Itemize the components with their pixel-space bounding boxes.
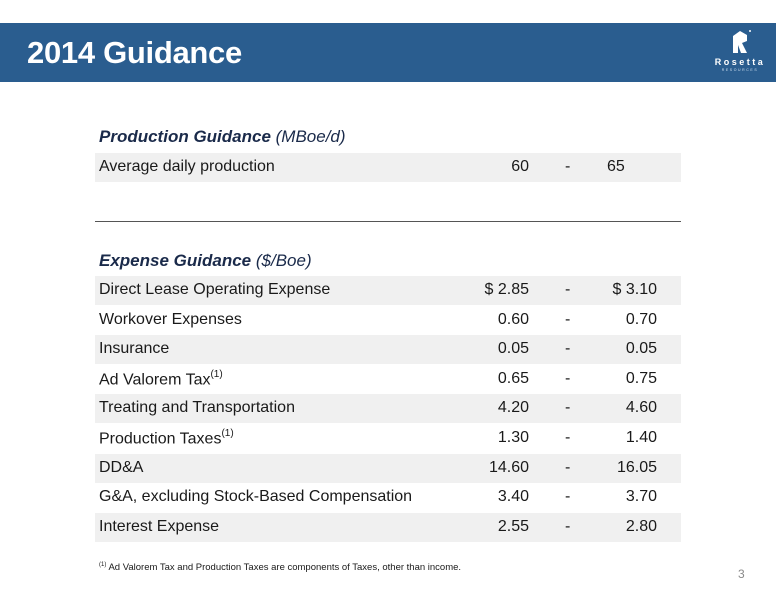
- table-row: Treating and Transportation 4.20 - 4.60: [95, 394, 681, 424]
- table-row-average-daily-production: Average daily production 60 - 65: [95, 153, 681, 182]
- production-guidance-title: Production Guidance (MBoe/d): [99, 127, 346, 147]
- row-label: G&A, excluding Stock-Based Compensation: [99, 488, 412, 506]
- footnote: (1) Ad Valorem Tax and Production Taxes …: [99, 562, 461, 573]
- row-label: Direct Lease Operating Expense: [99, 281, 330, 299]
- row-low-value: 2.55: [497, 517, 529, 535]
- row-dash: -: [565, 158, 571, 175]
- expense-guidance-title: Expense Guidance ($/Boe): [99, 251, 312, 271]
- row-low-value: 14.60: [488, 458, 529, 476]
- row-label-text: Ad Valorem Tax: [99, 371, 211, 389]
- row-high-value: 16.05: [616, 458, 657, 476]
- row-label-footnote-marker: (1): [221, 428, 234, 439]
- rosetta-logo: Rosetta RESOURCES: [710, 27, 770, 77]
- table-row: Direct Lease Operating Expense $ 2.85 - $ 3…: [95, 276, 681, 305]
- row-dash: -: [565, 399, 571, 417]
- row-label-text: Production Taxes: [99, 430, 222, 448]
- table-row: Insurance 0.05 - 0.05: [95, 335, 681, 365]
- row-low-value: 4.20: [497, 399, 529, 417]
- row-low-value: 3.40: [497, 488, 529, 506]
- table-row: Interest Expense 2.55 - 2.80: [95, 512, 681, 542]
- row-label: Interest Expense: [99, 518, 219, 536]
- row-label-text: DD&A: [99, 458, 144, 476]
- row-dash: -: [565, 517, 571, 535]
- row-low-value: 1.30: [497, 429, 529, 446]
- row-low-value: 0.65: [497, 369, 529, 387]
- logo-brand-name: Rosetta: [714, 57, 766, 67]
- row-label: DD&A: [99, 459, 143, 477]
- row-low-value: $ 2.85: [484, 281, 529, 298]
- logo-mark-icon: [733, 30, 751, 53]
- row-high-value: 0.75: [625, 369, 657, 387]
- row-high-value: 0.70: [625, 310, 657, 328]
- row-high-value: 1.40: [625, 429, 657, 446]
- row-high-value: 4.60: [625, 399, 657, 417]
- logo-brand-sub: RESOURCES: [721, 68, 759, 72]
- row-low-value: 0.05: [497, 340, 529, 358]
- section-divider: [95, 221, 681, 222]
- table-row: Ad Valorem Tax(1) 0.65 - 0.75: [95, 365, 681, 394]
- row-dash: -: [565, 429, 571, 446]
- row-dash: -: [565, 310, 571, 328]
- row-dash: -: [565, 281, 571, 298]
- row-label-footnote-marker: (1): [210, 368, 223, 380]
- row-label-text: Interest Expense: [99, 517, 220, 535]
- row-label: Treating and Transportation: [99, 399, 295, 417]
- row-label: Production Taxes(1): [99, 428, 234, 448]
- row-label: Average daily production: [99, 158, 275, 175]
- row-dash: -: [565, 458, 571, 476]
- table-row: G&A, excluding Stock-Based Compensation 3…: [95, 483, 681, 512]
- row-low-value: 60: [511, 158, 529, 175]
- table-row: DD&A 14.60 - 16.05: [95, 453, 681, 483]
- row-low-value: 0.60: [497, 310, 529, 328]
- footnote-text: Ad Valorem Tax and Production Taxes are …: [108, 562, 462, 574]
- row-label-text: G&A, excluding Stock-Based Compensation: [99, 488, 413, 506]
- page-number: 3: [738, 567, 745, 581]
- row-high-value: $ 3.10: [612, 281, 657, 298]
- row-label-text: Direct Lease Operating Expense: [99, 281, 331, 298]
- expense-title-unit: ($/Boe): [255, 251, 312, 270]
- production-title-bold: Production Guidance: [99, 127, 271, 146]
- row-high-value: 3.70: [625, 488, 657, 506]
- row-high-value: 0.05: [625, 340, 657, 358]
- expense-title-bold: Expense Guidance: [99, 251, 252, 270]
- row-label: Insurance: [99, 340, 169, 358]
- table-row: Workover Expenses 0.60 - 0.70: [95, 306, 681, 335]
- footnote-marker: (1): [99, 562, 107, 568]
- page-title: 2014 Guidance: [27, 35, 242, 70]
- row-high-value: 65: [607, 158, 625, 175]
- header-bar: 2014 Guidance Rosetta RESOURCES: [0, 23, 776, 82]
- table-row: Production Taxes(1) 1.30 - 1.40: [95, 424, 681, 453]
- row-label-text: Workover Expenses: [99, 310, 242, 328]
- row-label-text: Treating and Transportation: [99, 399, 295, 417]
- row-dash: -: [565, 488, 571, 506]
- row-dash: -: [565, 340, 571, 358]
- row-label-text: Insurance: [99, 340, 170, 358]
- row-dash: -: [565, 369, 571, 387]
- row-label: Ad Valorem Tax(1): [99, 368, 223, 389]
- row-label: Workover Expenses: [99, 311, 242, 329]
- row-high-value: 2.80: [625, 517, 657, 535]
- production-title-unit: (MBoe/d): [275, 127, 346, 146]
